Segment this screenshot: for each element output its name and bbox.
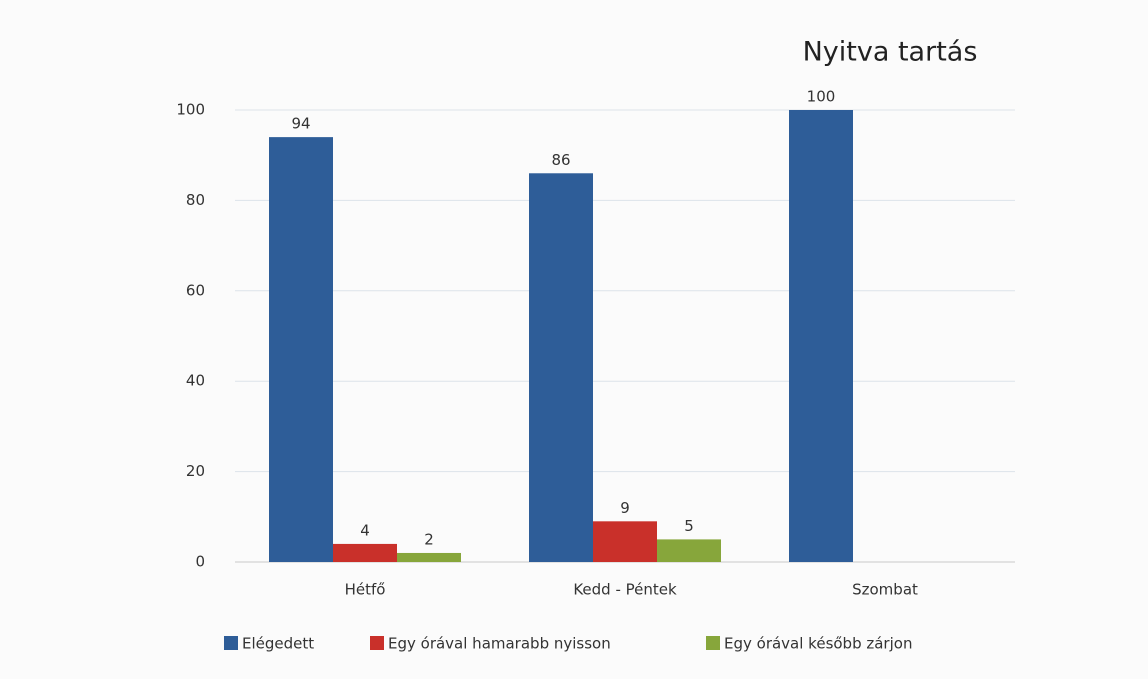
value-label: 2 bbox=[424, 530, 434, 548]
value-label: 100 bbox=[807, 88, 836, 106]
x-tick-label: Szombat bbox=[852, 581, 918, 599]
legend-swatch bbox=[706, 636, 720, 650]
value-label: 9 bbox=[620, 499, 630, 517]
value-label: 86 bbox=[551, 151, 570, 169]
bar bbox=[333, 543, 397, 562]
y-tick-label: 100 bbox=[176, 101, 205, 119]
legend-label: Elégedett bbox=[242, 635, 314, 653]
legend-swatch bbox=[224, 636, 238, 650]
legend-label: Egy órával hamarabb nyisson bbox=[388, 635, 611, 653]
y-tick-label: 40 bbox=[186, 372, 205, 390]
legend-swatch bbox=[370, 636, 384, 650]
bar bbox=[397, 552, 461, 562]
chart-title: Nyitva tartás bbox=[803, 37, 978, 68]
value-label: 94 bbox=[291, 115, 310, 133]
y-tick-label: 60 bbox=[186, 281, 205, 299]
y-tick-label: 20 bbox=[186, 462, 205, 480]
bar bbox=[269, 137, 333, 562]
bar bbox=[789, 110, 853, 562]
x-tick-label: Hétfő bbox=[345, 581, 386, 599]
y-tick-label: 80 bbox=[186, 191, 205, 209]
bar bbox=[593, 521, 657, 562]
bar bbox=[657, 539, 721, 562]
y-tick-label: 0 bbox=[195, 553, 205, 571]
x-tick-label: Kedd - Péntek bbox=[573, 581, 677, 599]
legend-label: Egy órával később zárjon bbox=[724, 635, 912, 653]
bar bbox=[529, 173, 593, 562]
value-label: 4 bbox=[360, 521, 370, 539]
value-label: 5 bbox=[684, 517, 694, 535]
